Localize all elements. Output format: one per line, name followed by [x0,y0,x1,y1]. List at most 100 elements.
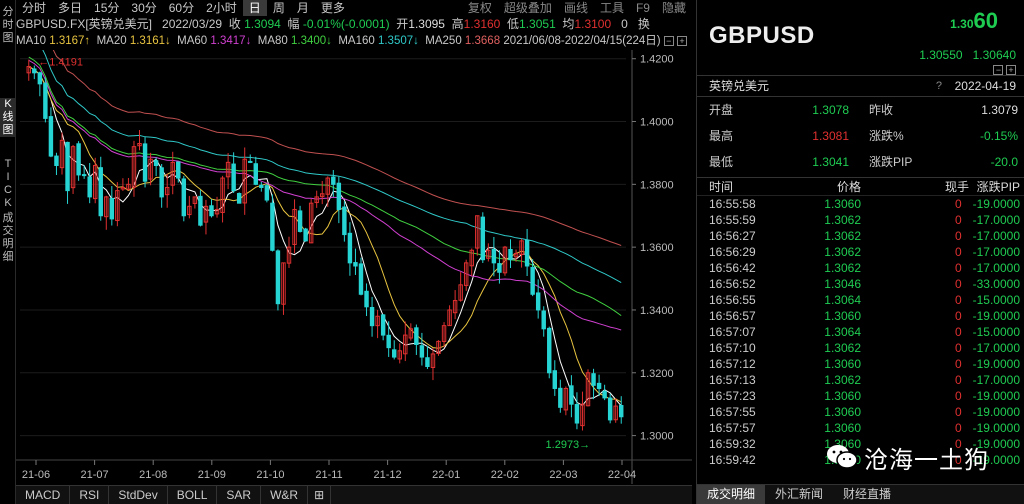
stat-row: 开盘 1.3078 昨收 1.3079 [697,97,1024,123]
tick-row: 16:57:12 1.3060 0 -19.0000 [697,356,1024,372]
candle [475,215,480,256]
candle-body [87,176,92,198]
candle-body [491,248,497,264]
tick-row: 16:57:07 1.3064 0 -15.0000 [697,324,1024,340]
switch-button[interactable]: 换 [637,17,650,31]
toolbar-tool-4[interactable]: F9 [635,1,650,15]
tick-change: -19.0000 [972,453,1020,467]
y-tick-label: 1.3200 [640,368,674,380]
ma10-value: 1.3167↑ [49,35,91,47]
tick-table-header: 时间 价格 现手 涨跌PIP [697,178,1024,196]
indicator-tab-1[interactable]: RSI [70,486,110,504]
candle-body [48,116,54,157]
period-tab-9[interactable]: 更多 [320,1,345,15]
candle-body [303,228,308,242]
period-tab-4[interactable]: 60分 [168,1,195,15]
tick-time: 16:57:55 [709,405,756,419]
tick-price: 1.3046 [824,277,861,291]
candle-body [236,193,242,204]
collapse-icon[interactable]: − [663,35,674,46]
tick-time: 16:59:42 [709,453,756,467]
candle [591,368,596,400]
candle [502,245,508,276]
indicator-tab-5[interactable]: W&R [261,486,309,504]
tick-price: 1.3064 [824,325,861,339]
indicator-tab-3[interactable]: BOLL [168,486,218,504]
period-tab-6[interactable]: 日 [242,0,267,16]
high-label: 高 [451,17,464,31]
toolbar-tool-0[interactable]: 复权 [467,1,492,15]
indicator-tab-2[interactable]: StdDev [109,486,168,504]
x-tick-label: 22-01 [432,469,460,481]
candle [236,192,242,204]
candle [92,157,98,204]
candle-body [480,216,486,261]
tick-time: 16:57:10 [709,341,756,355]
y-tick-label: 1.4000 [640,117,674,129]
candle [441,322,447,348]
help-icon[interactable]: ? [935,80,942,92]
candle [292,199,297,254]
col-price: 价格 [836,180,861,194]
candle [430,348,436,381]
candle [491,236,497,277]
candle [264,183,270,203]
toolbar-tool-2[interactable]: 画线 [563,1,588,15]
indicator-tab-4[interactable]: SAR [217,486,262,504]
candle [26,59,31,81]
candle [65,141,70,204]
kline-chart[interactable]: 1.4200 1.4000 1.3800 1.3600 1.3400 1.3200 1.30… [16,50,692,484]
period-tab-0[interactable]: 分时 [22,1,47,15]
tick-price: 1.3060 [824,357,861,371]
panel-collapse-icon[interactable]: − [993,64,1004,75]
ma20-label: MA20 [96,35,127,47]
toolbar-tool-3[interactable]: 工具 [599,1,624,15]
ma250-label: MA250 [425,35,462,47]
indicator-tab-0[interactable]: MACD [16,486,71,504]
period-tab-8[interactable]: 月 [296,1,309,15]
candle-body [37,72,43,85]
panel-tab-2[interactable]: 财经直播 [843,487,892,501]
candle-body [486,249,491,259]
candle [458,272,463,302]
period-tab-7[interactable]: 周 [272,1,285,15]
vtab-timeshare[interactable]: 分时图 [2,6,14,44]
col-volume: 现手 [945,180,970,194]
tick-row: 16:56:42 1.3062 0 -17.0000 [697,260,1024,276]
tick-list[interactable]: 16:55:58 1.3060 0 -19.0000 16:55:59 1.3062 0 -1… [697,196,1024,472]
period-tab-2[interactable]: 15分 [94,1,120,15]
candle-body [115,190,120,222]
add-indicator-button[interactable]: ⊞ [308,486,332,504]
tick-change: -19.0000 [972,197,1020,211]
period-tab-1[interactable]: 多日 [58,1,83,15]
candle-body [214,208,220,215]
tick-change: -17.0000 [972,373,1020,387]
candle [408,323,414,341]
panel-tabs: 成交明细 外汇新闻 财经直播 [697,484,1024,504]
period-tab-3[interactable]: 30分 [131,1,157,15]
tick-change: -19.0000 [972,421,1020,435]
candle [436,340,441,356]
period-tab-5[interactable]: 2小时 [206,1,237,15]
expand-icon[interactable]: + [677,35,688,46]
panel-expand-icon[interactable]: + [1006,64,1016,75]
tick-price: 1.3062 [824,245,861,259]
candle [403,321,408,362]
candle-body [358,263,364,295]
tick-change: -19.0000 [972,389,1020,403]
candle-body [441,325,447,342]
candle-body [225,161,231,178]
panel-tab-0[interactable]: 成交明细 [697,485,766,504]
toolbar-tool-5[interactable]: 隐藏 [661,1,686,15]
candle-body [386,334,391,349]
tick-price: 1.3060 [824,309,861,323]
low-value: 1.3051 [519,17,556,31]
vtab-trades[interactable]: 成交明细 [2,212,14,263]
tick-volume: 0 [955,453,962,467]
panel-tab-1[interactable]: 外汇新闻 [775,487,824,501]
toolbar-tool-1[interactable]: 超级叠加 [503,1,552,15]
candle [148,152,153,186]
candle-body [530,266,535,295]
